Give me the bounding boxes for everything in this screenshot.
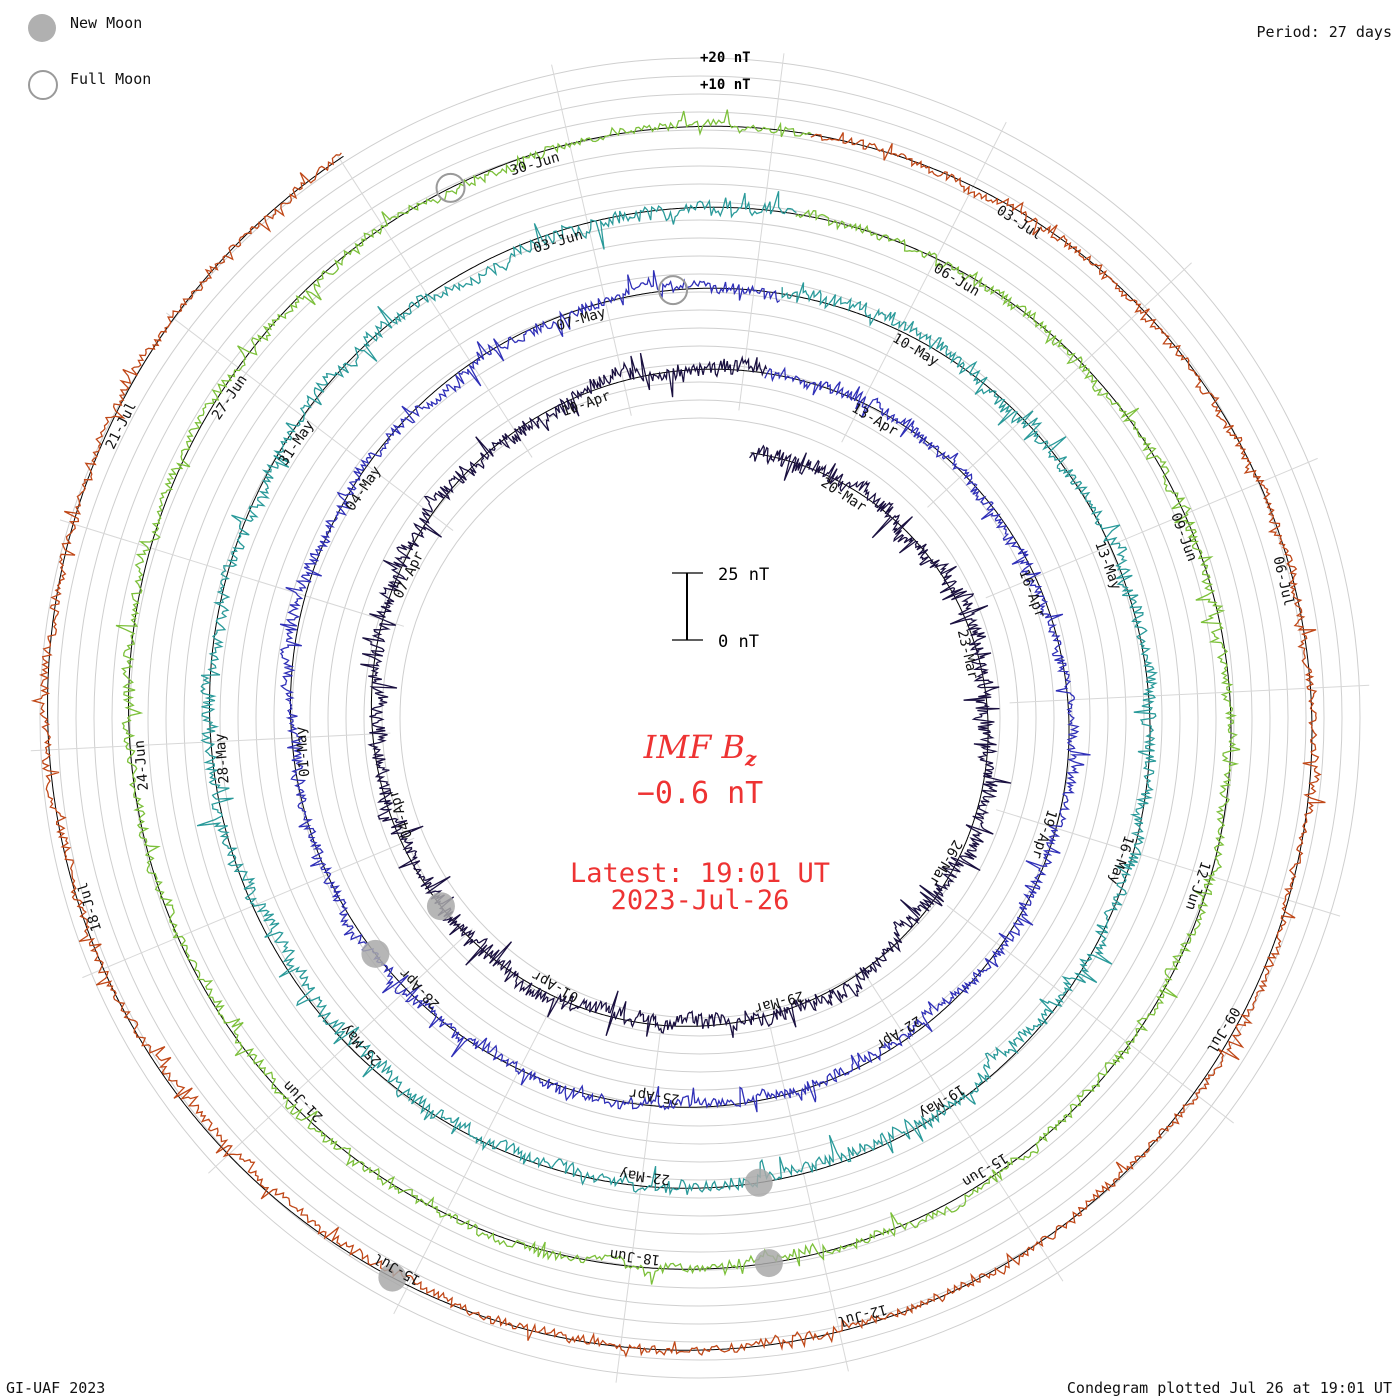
grid-ring: [165, 183, 1235, 1253]
date-label: 24-Jun: [132, 739, 152, 791]
new-moon-marker: [361, 939, 390, 968]
grid-ring: [129, 147, 1271, 1289]
date-label: 18-Jun: [609, 1246, 661, 1268]
footer-plot-time: Condegram plotted Jul 26 at 19:01 UT: [1066, 1379, 1392, 1397]
footer-credit: GI-UAF 2023: [6, 1379, 106, 1397]
grid-ring: [201, 219, 1199, 1217]
scale-label-20: +20 nT: [700, 50, 751, 66]
date-label: 25-Apr: [628, 1085, 680, 1107]
date-label: 28-May: [212, 733, 232, 785]
grid-spoke: [208, 928, 473, 1174]
new-moon-marker: [744, 1168, 773, 1197]
parameter-title: IMF Bz: [0, 728, 1400, 770]
grid-spoke: [841, 121, 1007, 443]
grid-ring: [291, 309, 1109, 1127]
grid-spoke: [867, 978, 1064, 1282]
grid-ring: [237, 255, 1163, 1181]
full-moon-icon: [28, 70, 58, 100]
grid-ring: [399, 417, 1001, 1019]
grid-ring: [219, 237, 1181, 1199]
grid-spoke: [336, 154, 533, 458]
new-moon-icon: [28, 14, 56, 42]
date-label: 25-May: [338, 1021, 385, 1068]
period-text: Period: 27 days: [1256, 23, 1392, 41]
new-moon-marker: [754, 1249, 783, 1278]
grid-ring: [111, 129, 1289, 1307]
grid-spoke: [551, 64, 632, 416]
grid-spoke: [1009, 684, 1370, 704]
scale-top-label: 25 nT: [718, 565, 769, 585]
latest-time: Latest: 19:01 UT: [569, 858, 831, 889]
new-moon-marker: [426, 892, 455, 921]
grid-ring: [93, 111, 1307, 1325]
parameter-name: IMF B: [643, 728, 745, 766]
series-trace-cycle-2: [279, 270, 1091, 1113]
grid-spoke: [615, 1025, 662, 1383]
current-value: −0.6 nT: [636, 776, 764, 811]
grid-spoke: [393, 993, 559, 1315]
radial-spokes: [30, 53, 1370, 1383]
new-moon-marker: [378, 1263, 407, 1292]
parameter-subscript: z: [744, 746, 757, 771]
date-label: 01-May: [293, 726, 313, 778]
grid-ring: [345, 363, 1055, 1073]
grid-spoke: [995, 809, 1341, 917]
grid-rings: [39, 57, 1361, 1379]
moon-markers: [361, 172, 783, 1292]
scale-bar: 25 nT 0 nT: [672, 565, 769, 652]
baseline-cycle-1: [370, 368, 989, 1027]
scale-legend-labels: +20 nT +10 nT: [700, 50, 751, 93]
grid-ring: [309, 327, 1091, 1109]
grid-ring: [183, 201, 1217, 1235]
data-traces: [30, 109, 1326, 1358]
series-trace-cycle-4: [115, 109, 1241, 1285]
grid-spoke: [82, 837, 415, 979]
scale-bottom-label: 0 nT: [718, 632, 759, 652]
latest-date: 2023-Jul-26: [610, 885, 790, 916]
grid-spoke: [59, 519, 405, 627]
grid-ring: [39, 57, 1361, 1379]
grid-ring: [255, 273, 1145, 1163]
grid-ring: [327, 345, 1073, 1091]
grid-ring: [57, 75, 1343, 1361]
full-moon-marker: [435, 172, 466, 203]
grid-spoke: [927, 262, 1192, 508]
grid-ring: [75, 93, 1325, 1343]
baseline-cycle-4: [128, 125, 1232, 1270]
grid-spoke: [166, 312, 454, 531]
grid-ring: [381, 399, 1019, 1037]
grid-ring: [363, 381, 1037, 1055]
series-trace-cycle-5: [30, 132, 1326, 1358]
grid-spoke: [768, 1020, 849, 1372]
scale-label-10: +10 nT: [700, 77, 751, 93]
grid-ring: [273, 291, 1127, 1145]
full-moon-marker: [658, 275, 689, 306]
date-label: 20-Mar: [818, 475, 869, 516]
grid-spoke: [946, 905, 1234, 1124]
full-moon-label: Full Moon: [70, 70, 152, 88]
new-moon-label: New Moon: [70, 14, 143, 32]
date-label: 22-May: [619, 1165, 671, 1187]
date-label: 10-May: [890, 330, 942, 369]
series-trace-cycle-3: [196, 191, 1158, 1196]
grid-spoke: [738, 53, 785, 411]
series-trace-cycle-1: [360, 352, 1012, 1038]
